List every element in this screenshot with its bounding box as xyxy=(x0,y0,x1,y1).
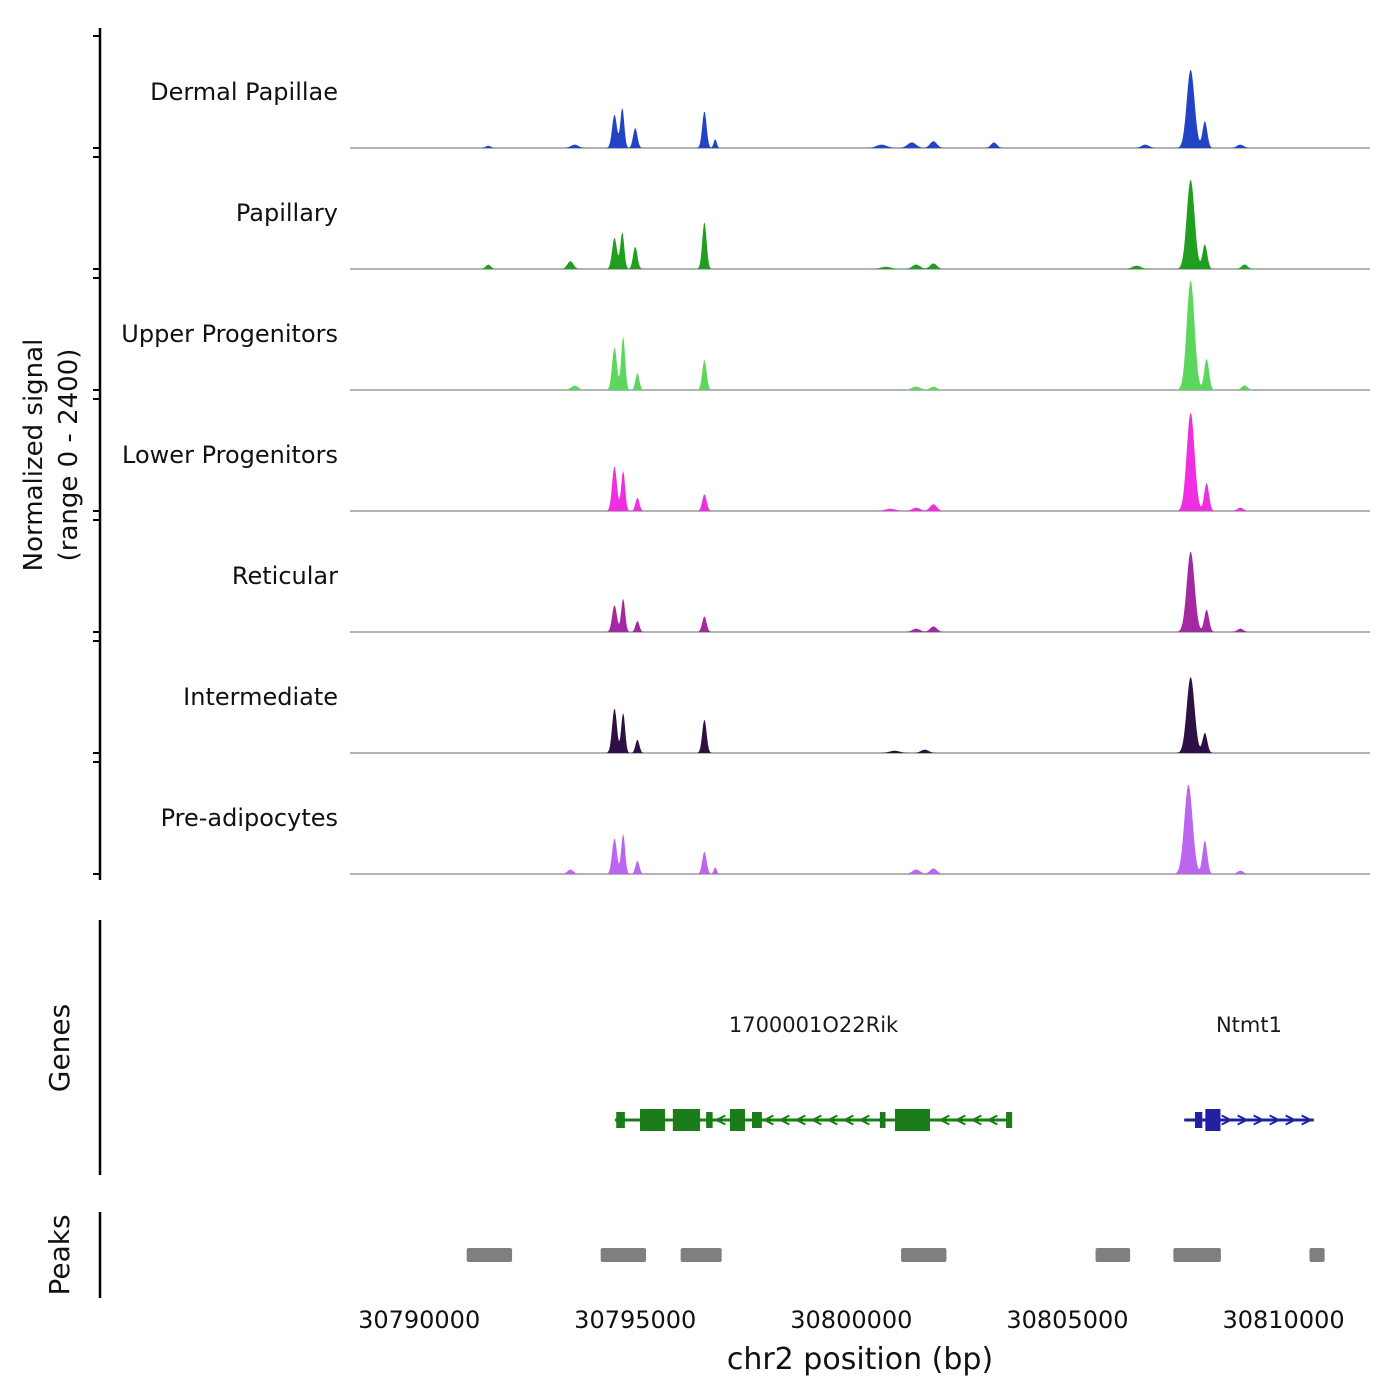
gene-exon xyxy=(1006,1112,1013,1128)
signal-reticular xyxy=(350,551,1370,632)
gene-exon xyxy=(895,1109,931,1131)
gene-ntmt1: Ntmt1 xyxy=(1184,1013,1314,1131)
gene-exon xyxy=(706,1112,713,1128)
strand-arrow-icon xyxy=(826,1114,838,1126)
strand-arrow-icon xyxy=(1221,1114,1233,1126)
x-tick-label: 30800000 xyxy=(790,1306,912,1334)
gene-exon xyxy=(751,1112,762,1128)
track-label-intermediate: Intermediate xyxy=(183,683,338,711)
x-axis-label: chr2 position (bp) xyxy=(726,1342,994,1377)
strand-arrow-icon xyxy=(778,1114,790,1126)
gene-exon xyxy=(1205,1109,1221,1131)
track-label-pre-adipocytes: Pre-adipocytes xyxy=(161,804,338,832)
strand-arrow-icon xyxy=(794,1114,806,1126)
genes-section-label: Genes xyxy=(43,1003,77,1093)
strand-arrow-icon xyxy=(1253,1114,1265,1126)
peak-box xyxy=(600,1248,647,1262)
gene-exon xyxy=(640,1109,666,1131)
strand-arrow-icon xyxy=(1269,1114,1281,1126)
signal-papillary xyxy=(350,179,1370,269)
gene-exon xyxy=(616,1112,625,1128)
strand-arrow-icon xyxy=(970,1114,982,1126)
x-tick-label: 30810000 xyxy=(1222,1306,1344,1334)
track-label-reticular: Reticular xyxy=(232,562,338,590)
peaks-section-label: Peaks xyxy=(43,1214,77,1296)
signal-pre-adipocytes xyxy=(350,785,1370,874)
peak-box xyxy=(901,1248,947,1262)
track-label-dermal-papillae: Dermal Papillae xyxy=(150,78,338,106)
gene-exon xyxy=(672,1109,701,1131)
peak-box xyxy=(1095,1248,1131,1262)
peak-box xyxy=(680,1248,722,1262)
x-tick-label: 30805000 xyxy=(1006,1306,1128,1334)
strand-arrow-icon xyxy=(858,1114,870,1126)
track-label-lower-progenitors: Lower Progenitors xyxy=(122,441,338,469)
peak-box xyxy=(466,1248,513,1262)
strand-arrow-icon xyxy=(954,1114,966,1126)
gene-1700001o22rik: 1700001O22Rik xyxy=(614,1013,1013,1131)
strand-arrow-icon xyxy=(986,1114,998,1126)
track-label-upper-progenitors: Upper Progenitors xyxy=(121,320,338,348)
peak-box xyxy=(1309,1248,1325,1262)
gene-name-label: Ntmt1 xyxy=(1216,1013,1282,1037)
strand-arrow-icon xyxy=(714,1114,726,1126)
y-axis-label: Normalized signal (range 0 - 2400) xyxy=(18,338,84,572)
signal-upper-progenitors xyxy=(350,280,1370,390)
strand-arrow-icon xyxy=(842,1114,854,1126)
strand-arrow-icon xyxy=(810,1114,822,1126)
gene-exon xyxy=(1194,1112,1203,1128)
gene-exon xyxy=(729,1109,746,1131)
strand-arrow-icon xyxy=(762,1114,774,1126)
peak-box xyxy=(1173,1248,1221,1262)
gene-exon xyxy=(879,1112,886,1128)
strand-arrow-icon xyxy=(1301,1114,1313,1126)
signal-lower-progenitors xyxy=(350,412,1370,511)
track-label-papillary: Papillary xyxy=(236,199,338,227)
strand-arrow-icon xyxy=(1237,1114,1249,1126)
signal-dermal-papillae xyxy=(350,69,1370,148)
x-tick-label: 30790000 xyxy=(358,1306,480,1334)
gene-name-label: 1700001O22Rik xyxy=(729,1013,899,1037)
signal-intermediate xyxy=(350,677,1370,753)
strand-arrow-icon xyxy=(938,1114,950,1126)
x-tick-label: 30795000 xyxy=(574,1306,696,1334)
strand-arrow-icon xyxy=(1285,1114,1297,1126)
